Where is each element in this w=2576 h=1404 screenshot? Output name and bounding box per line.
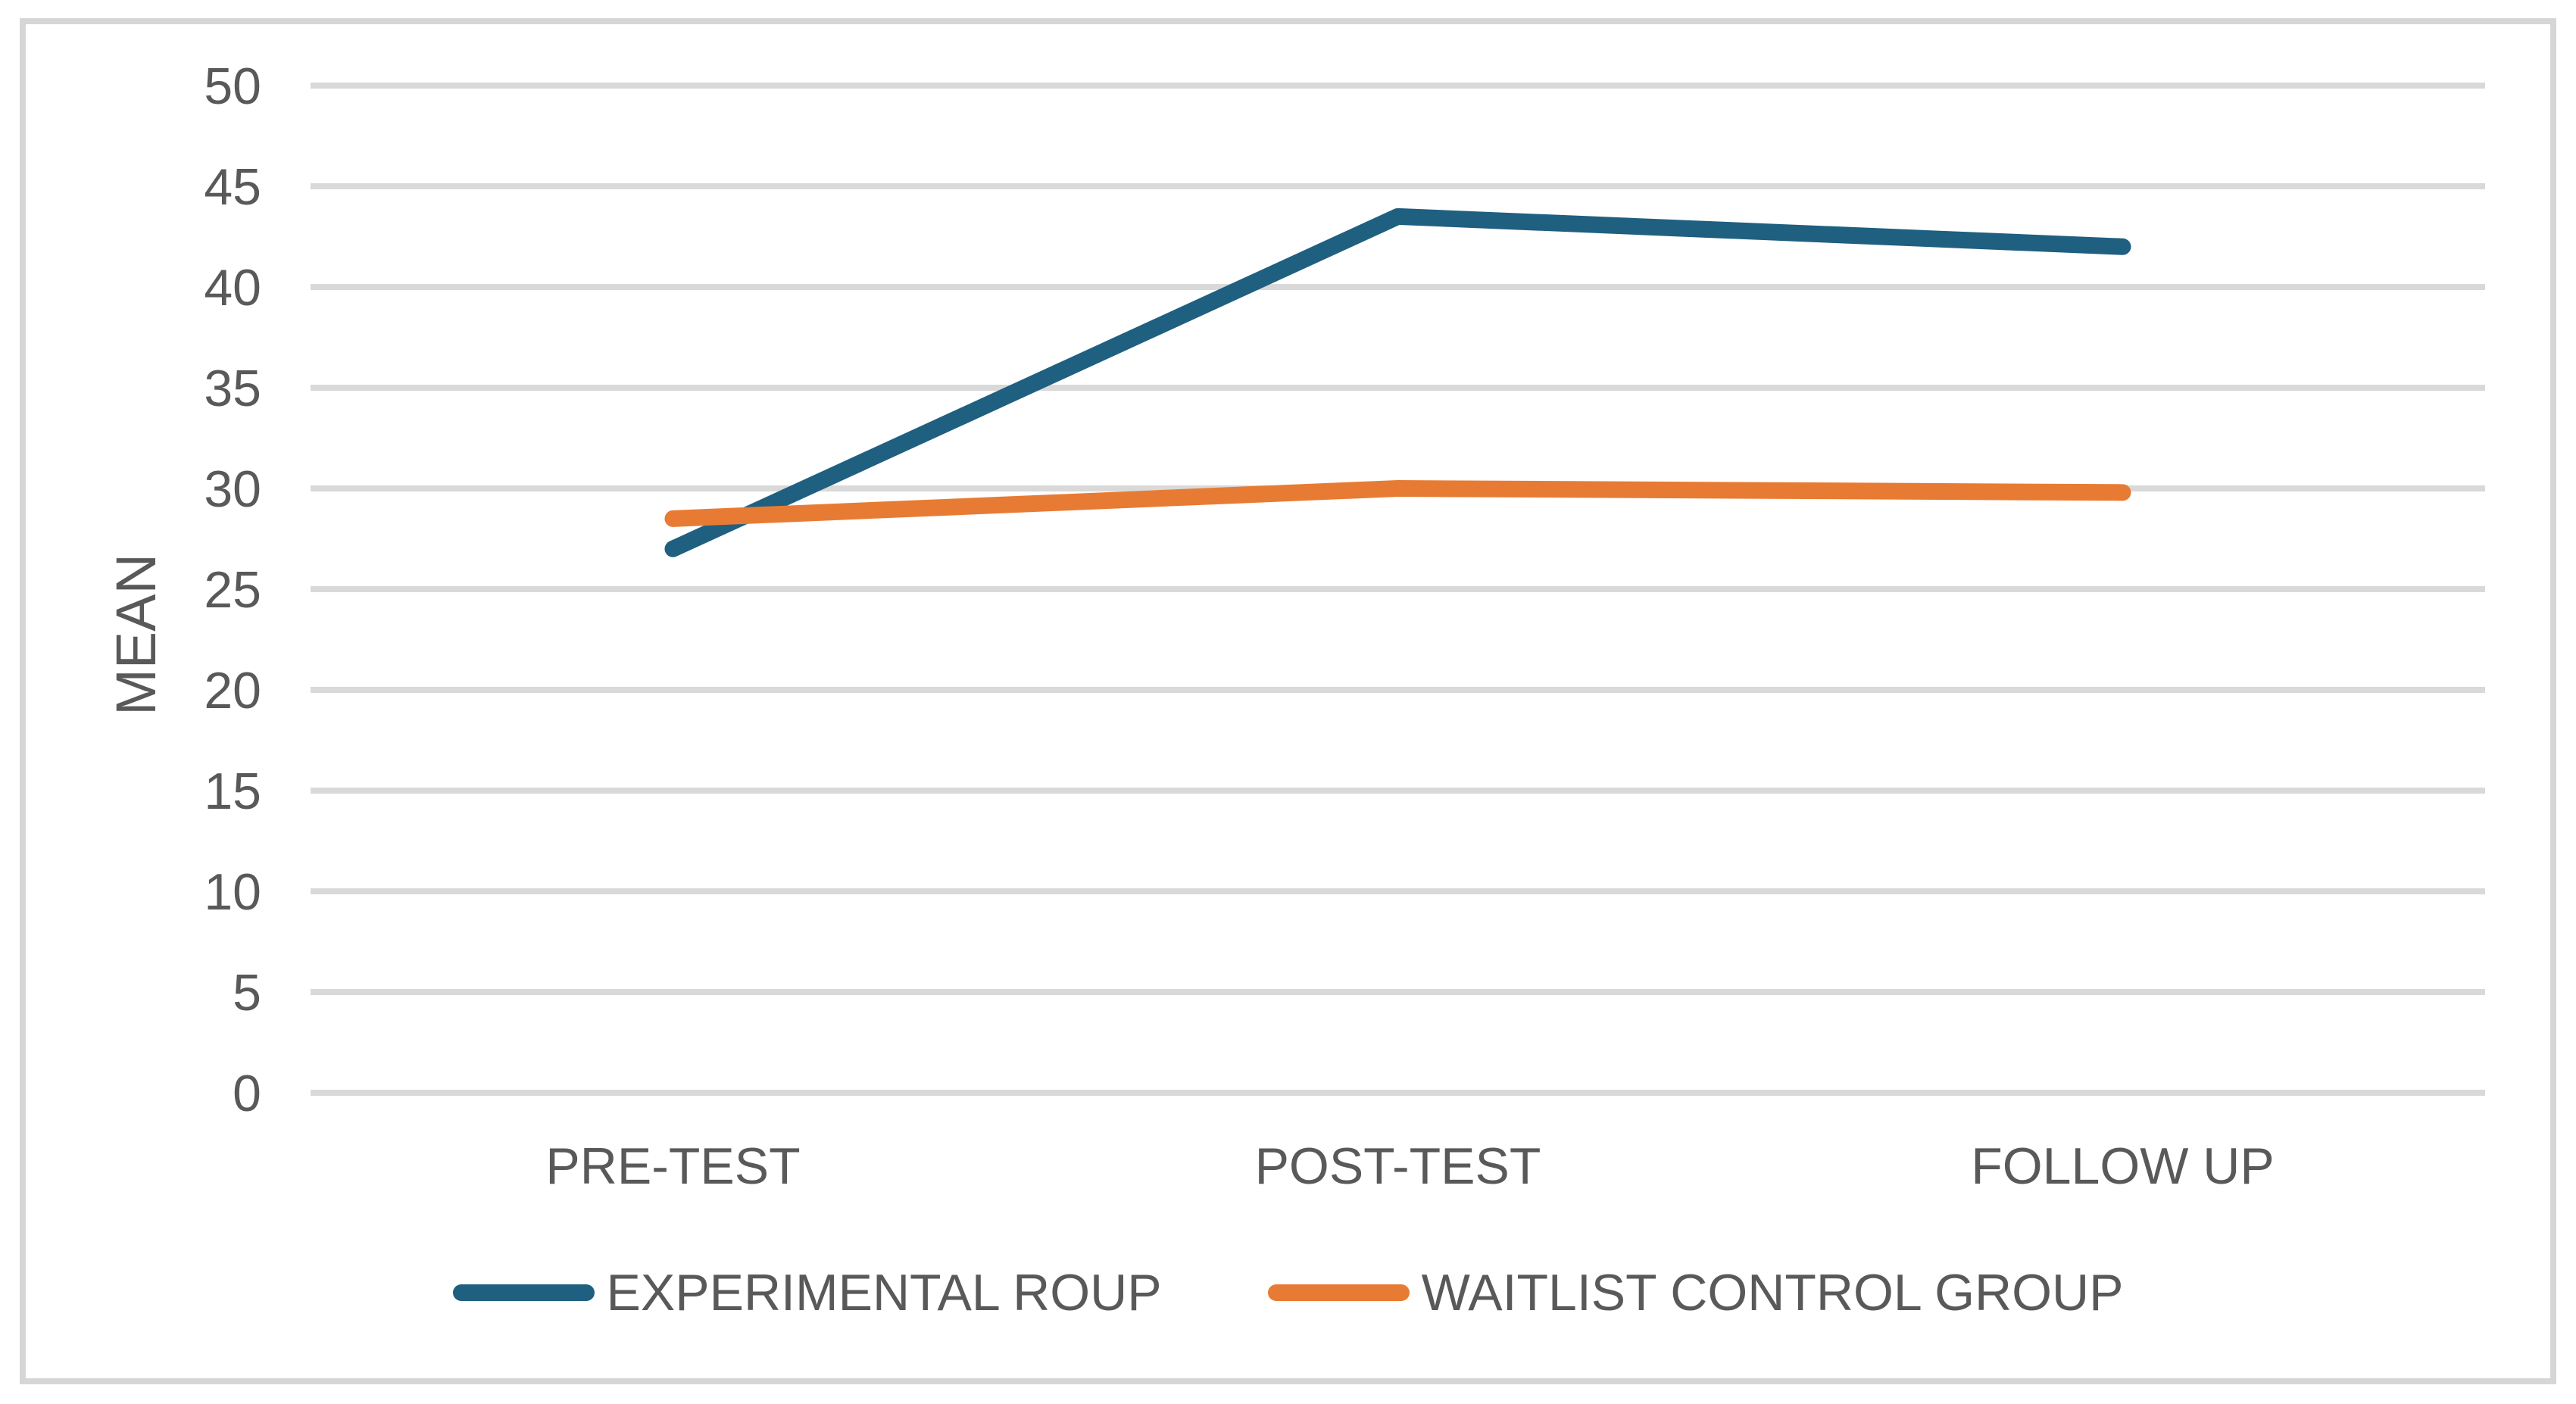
y-tick-label: 20 (204, 662, 261, 719)
y-tick-label: 25 (204, 561, 261, 619)
y-tick-label: 10 (204, 863, 261, 921)
x-category-label: PRE-TEST (545, 1137, 800, 1195)
legend-swatch-experimental-group (452, 1284, 595, 1301)
y-tick-label: 30 (204, 460, 261, 518)
legend-label-waitlist-control-group: WAITLIST CONTROL GROUP (1421, 1264, 2124, 1321)
chart-outer-border (20, 18, 2556, 1384)
x-axis-category-labels: PRE-TEST POST-TEST FOLLOW UP (545, 1137, 2274, 1195)
legend-item-waitlist-control-group: WAITLIST CONTROL GROUP (1267, 1263, 2124, 1322)
legend-swatch-waitlist-control-group (1267, 1284, 1410, 1301)
gridlines-group (311, 83, 2485, 1096)
y-tick-label: 40 (204, 259, 261, 317)
x-category-label: FOLLOW UP (1971, 1137, 2275, 1195)
y-tick-label: 45 (204, 158, 261, 216)
y-axis-tick-labels: 0 5 10 15 20 25 30 35 40 45 50 (204, 58, 261, 1122)
y-tick-label: 35 (204, 360, 261, 417)
series-line-waitlist-control-group (664, 480, 2131, 527)
series-line-experimental-roup (664, 207, 2131, 557)
series-lines-group (664, 207, 2131, 557)
legend: EXPERIMENTAL ROUP WAITLIST CONTROL GROUP (0, 1263, 2576, 1322)
y-tick-label: 15 (204, 763, 261, 820)
y-tick-label: 0 (233, 1065, 261, 1122)
y-axis-title: MEAN (105, 554, 167, 716)
y-tick-label: 5 (233, 964, 261, 1022)
y-tick-label: 50 (204, 58, 261, 115)
x-category-label: POST-TEST (1255, 1137, 1541, 1195)
legend-label-experimental-group: EXPERIMENTAL ROUP (606, 1264, 1162, 1321)
legend-item-experimental-group: EXPERIMENTAL ROUP (452, 1263, 1162, 1322)
